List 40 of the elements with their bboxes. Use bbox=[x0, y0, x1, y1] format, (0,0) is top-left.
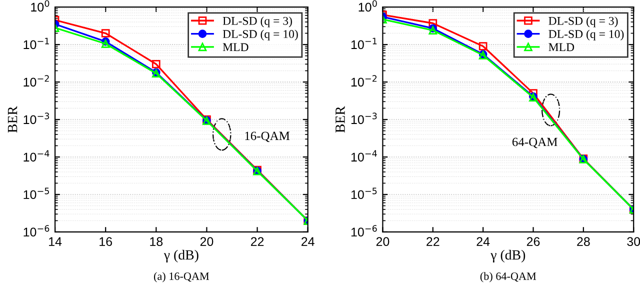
legend-label: DL-SD (q = 3) bbox=[222, 16, 292, 28]
y-axis-title: BER bbox=[336, 106, 345, 133]
y-axis-title: BER bbox=[8, 106, 18, 133]
annotation: 64-QAM bbox=[512, 138, 558, 148]
y-tick-label: 10$^{−4}$ bbox=[24, 150, 50, 162]
legend-label: MLD bbox=[222, 43, 248, 52]
x-tick-label: 24 bbox=[302, 237, 314, 246]
y-tick-label: 10$^{−4}$ bbox=[351, 150, 377, 162]
x-axis-title: γ (dB) bbox=[164, 250, 198, 262]
x-tick-label: 20 bbox=[376, 237, 390, 246]
y-tick-label: 10$^{−5}$ bbox=[351, 188, 377, 200]
y-tick-label: 10$^{−6}$ bbox=[24, 225, 50, 237]
y-tick-label: 10$^{−5}$ bbox=[24, 188, 49, 200]
legend-label: DL-SD (q = 10) bbox=[222, 30, 298, 40]
y-tick-label: 10$^{−1}$ bbox=[351, 38, 377, 50]
x-tick-label: 18 bbox=[150, 237, 163, 246]
y-tick-label: 10$^{−3}$ bbox=[24, 112, 50, 124]
x-tick-label: 26 bbox=[526, 237, 540, 246]
x-tick-label: 16 bbox=[100, 237, 112, 246]
y-tick-label: 10$^{−2}$ bbox=[351, 75, 377, 87]
legend-label: DL-SD (q = 10) bbox=[548, 30, 624, 40]
legend-label: MLD bbox=[548, 43, 574, 52]
x-tick-label: 22 bbox=[426, 237, 440, 246]
x-tick-label: 30 bbox=[627, 237, 640, 246]
x-axis-title: γ (dB) bbox=[490, 250, 526, 262]
text: (b) 64-QAM bbox=[480, 272, 536, 282]
x-tick-label: 24 bbox=[476, 237, 490, 246]
y-tick-label: 10$^{−2}$ bbox=[24, 75, 49, 87]
x-tick-label: 22 bbox=[250, 237, 264, 246]
x-tick-label: 20 bbox=[200, 237, 214, 246]
y-tick-label: 10$^{−3}$ bbox=[351, 112, 377, 124]
annotation: 16-QAM bbox=[245, 132, 290, 142]
text: (a) 16-QAM bbox=[154, 272, 210, 282]
y-tick-label: 10$^{0}$ bbox=[31, 0, 50, 12]
y-tick-label: 10$^{0}$ bbox=[358, 0, 377, 12]
x-tick-label: 14 bbox=[49, 237, 62, 246]
legend-label: DL-SD (q = 3) bbox=[548, 16, 618, 28]
y-tick-label: 10$^{−6}$ bbox=[351, 225, 377, 237]
y-tick-label: 10$^{−1}$ bbox=[24, 38, 49, 50]
x-tick-label: 28 bbox=[577, 237, 590, 246]
